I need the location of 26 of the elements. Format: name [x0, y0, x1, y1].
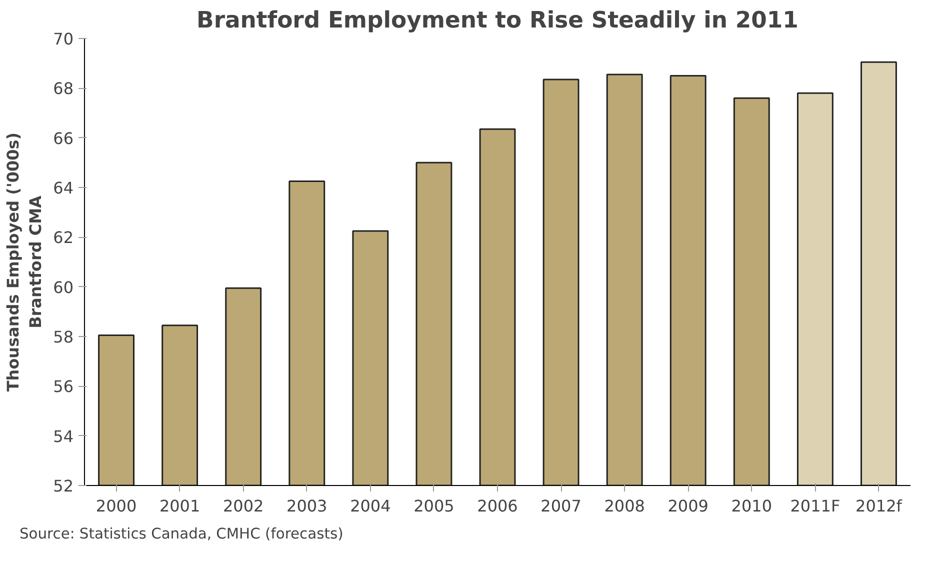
y-tick-label: 64: [53, 178, 74, 198]
x-tick-label: 2008: [604, 496, 645, 516]
x-tick-label: 2010: [731, 496, 772, 516]
x-tick-label: 2011F: [790, 496, 840, 516]
x-tick-label: 2001: [159, 496, 200, 516]
x-tick-label: 2005: [414, 496, 454, 516]
x-tick-label: 2004: [350, 496, 391, 516]
x-tick-label: 2007: [540, 496, 582, 516]
y-axis-title: Thousands Employed ('000s) Brantford CMA: [3, 132, 46, 392]
x-tick-label: 2006: [477, 496, 518, 516]
y-tick-label: 58: [53, 328, 74, 346]
x-tick-label: 2012f: [856, 496, 902, 516]
x-tick-label: 2003: [286, 496, 328, 516]
chart-title: Brantford Employment to Rise Steadily in 2011: [196, 8, 798, 34]
y-tick-label: 70: [53, 30, 74, 48]
x-tick-label: 2009: [668, 496, 708, 516]
y-tick-label: 68: [53, 79, 74, 98]
y-tick-label: 60: [53, 278, 74, 297]
x-tick-label: 2000: [96, 496, 137, 516]
source-note: Source: Statistics Canada, CMHC (forecasts): [20, 526, 344, 542]
y-tick-label: 66: [53, 128, 74, 148]
y-tick-label: 62: [53, 228, 74, 248]
y-tick-label: 54: [53, 426, 74, 446]
y-tick-label: 56: [53, 377, 74, 396]
y-tick-label: 52: [53, 476, 74, 496]
x-tick-label: 2002: [222, 496, 264, 516]
